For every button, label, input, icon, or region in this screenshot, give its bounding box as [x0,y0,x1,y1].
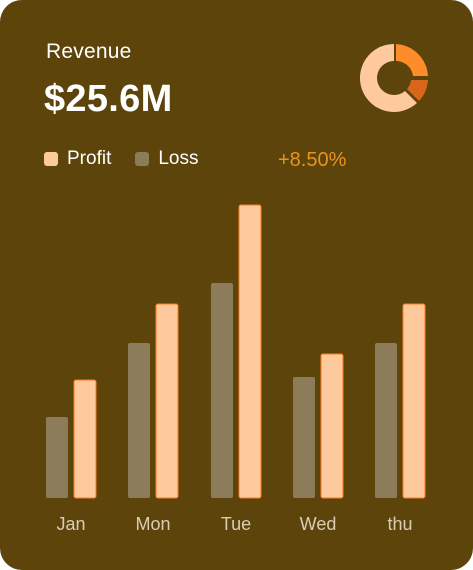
bar-loss-wed[interactable] [293,377,315,498]
loss-swatch [135,152,150,166]
pie-segment-top-right [396,44,428,76]
card-title: Revenue [46,40,132,63]
x-tick-label: Mon [135,514,170,534]
legend-item-profit[interactable]: Profit [44,148,111,170]
bar-loss-thu[interactable] [375,343,397,498]
bar-loss-tue[interactable] [211,283,233,498]
legend-label-loss: Loss [158,148,199,169]
x-tick-label: thu [387,514,412,534]
bar-profit-jan[interactable] [73,379,97,499]
x-tick-label: Wed [300,514,337,534]
x-tick-label: Tue [221,514,251,534]
chart-legend: Profit Loss [44,148,223,170]
x-tick-label: Jan [56,514,85,534]
bar-profit-wed[interactable] [320,353,344,499]
bar-loss-mon[interactable] [128,343,150,498]
profit-swatch [44,152,58,166]
legend-item-loss[interactable]: Loss [135,148,199,170]
revenue-amount: $25.6M [44,78,173,120]
bar-profit-tue[interactable] [238,204,262,499]
donut-chart-icon [359,43,428,112]
bar-profit-mon[interactable] [155,303,179,499]
bar-profit-thu[interactable] [402,303,426,499]
change-percent: +8.50% [278,149,347,171]
bar-loss-jan[interactable] [46,417,68,498]
legend-label-profit: Profit [67,148,112,169]
pie-segment-large [359,43,417,112]
pie-segment-bottom-right [407,80,428,101]
